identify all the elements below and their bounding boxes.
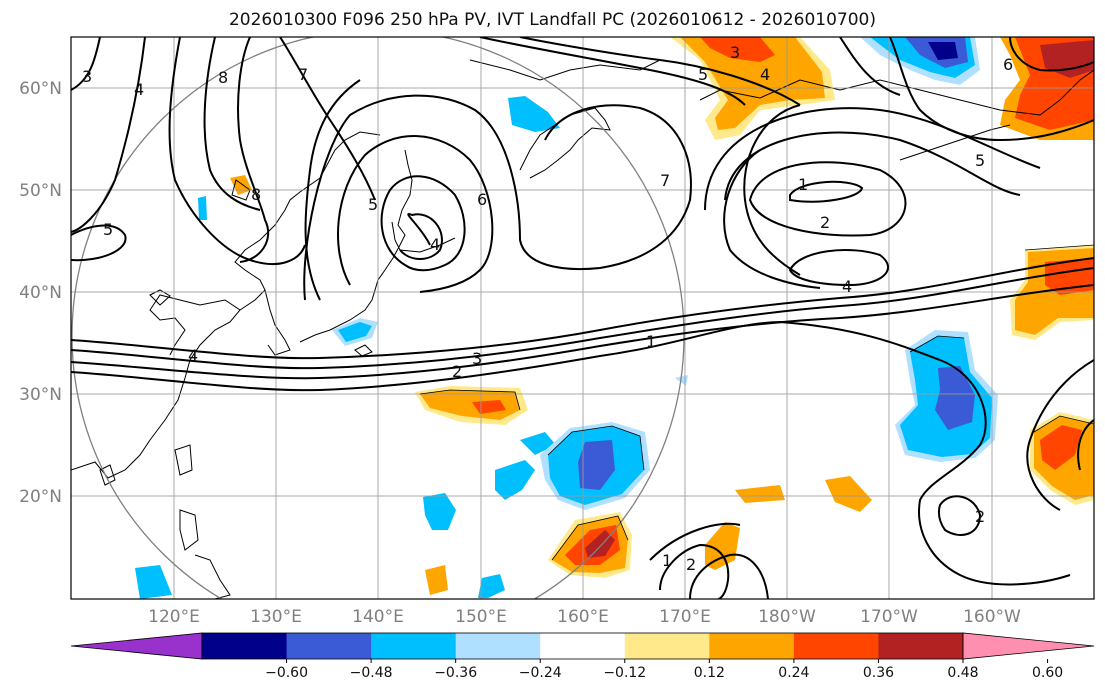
contour-label: 8 xyxy=(251,185,261,204)
colorbar-frame xyxy=(201,632,964,660)
contour-label: 2 xyxy=(686,555,696,574)
colorbar-tick-label: 0.36 xyxy=(863,665,894,681)
colorbar-tick-label: −0.36 xyxy=(434,665,477,681)
lon-tick-label: 170°E xyxy=(659,607,711,627)
lon-tick-label: 150°E xyxy=(455,607,507,627)
positive-pv-area xyxy=(425,565,448,595)
contour-label: 2 xyxy=(820,213,830,232)
pv-outline-contours xyxy=(419,244,1094,561)
negative-pv-area xyxy=(935,366,975,430)
colorbar-tick-label: 0.48 xyxy=(947,665,978,681)
colorbar-segment xyxy=(371,633,457,659)
colorbar-tick-label: −0.12 xyxy=(603,665,646,681)
lat-tick-label: 40°N xyxy=(19,283,62,303)
colorbar-tick-label: −0.60 xyxy=(265,665,308,681)
lon-tick-label: 160°W xyxy=(963,607,1021,627)
negative-pv-area xyxy=(338,322,372,342)
contour-label: 7 xyxy=(298,65,308,84)
contour-label: 1 xyxy=(798,175,808,194)
lon-tick-label: 130°E xyxy=(250,607,302,627)
coastlines xyxy=(71,59,1094,599)
contour-lines xyxy=(71,37,1094,599)
colorbar-segment xyxy=(286,633,372,659)
colorbar-segment xyxy=(878,633,964,659)
positive-pv-area xyxy=(705,522,740,570)
colorbar xyxy=(70,632,1095,660)
contour-label: 4 xyxy=(760,65,770,84)
colorbar-tick-label: −0.24 xyxy=(519,665,562,681)
lon-tick-label: 120°E xyxy=(148,607,200,627)
contour-label: 6 xyxy=(1003,55,1013,74)
colorbar-tick-label: 0.24 xyxy=(778,665,809,681)
contour-label: 7 xyxy=(660,171,670,190)
contour-label: 2 xyxy=(452,362,462,381)
colorbar-tick-label: 0.12 xyxy=(694,665,725,681)
colorbar-segment xyxy=(793,633,879,659)
contour-label: 5 xyxy=(368,195,378,214)
negative-pv-area xyxy=(423,493,456,530)
positive-pv-area xyxy=(735,485,785,503)
contour-label: 5 xyxy=(103,220,113,239)
gridlines xyxy=(71,37,1094,599)
contour-label: 4 xyxy=(842,277,852,296)
negative-pv-area xyxy=(578,440,615,490)
negative-pv-area xyxy=(135,565,172,599)
contour-label: 2 xyxy=(975,507,985,526)
contour-label: 4 xyxy=(134,80,144,99)
contour-label: 1 xyxy=(662,551,672,570)
colorbar-extend-min xyxy=(70,632,203,660)
colorbar-segment xyxy=(202,633,288,659)
lon-tick-label: 170°W xyxy=(860,607,918,627)
contour-label: 1 xyxy=(646,332,656,351)
lat-tick-label: 50°N xyxy=(19,181,62,201)
colorbar-tick-label: 0.60 xyxy=(1032,665,1063,681)
figure-title: 2026010300 F096 250 hPa PV, IVT Landfall… xyxy=(228,10,876,30)
positive-pv-area xyxy=(585,530,615,558)
contour-label: 3 xyxy=(730,43,740,62)
negative-pv-area xyxy=(928,42,958,60)
contour-label: 5 xyxy=(975,151,985,170)
lon-tick-label: 160°E xyxy=(557,607,609,627)
lon-tick-label: 180°W xyxy=(758,607,816,627)
negative-pv-area xyxy=(495,460,535,500)
lon-tick-label: 140°E xyxy=(352,607,404,627)
positive-pv-area xyxy=(420,390,520,420)
negative-pv-area xyxy=(478,574,505,598)
colorbar-extend-max xyxy=(962,632,1095,660)
contour-label: 6 xyxy=(477,190,487,209)
contour-label: 4 xyxy=(430,235,440,254)
negative-pv-area xyxy=(198,196,207,220)
lat-tick-label: 30°N xyxy=(19,385,62,405)
colorbar-segment xyxy=(455,633,541,659)
map-content: 3 4 8 7 8 5 5 4 6 7 3 4 5 6 5 1 2 4 4 2 … xyxy=(71,37,1094,599)
contour-label: 5 xyxy=(698,65,708,84)
contour-labels: 3 4 8 7 8 5 5 4 6 7 3 4 5 6 5 1 2 4 4 2 … xyxy=(82,43,1013,574)
colorbar-segment xyxy=(624,633,710,659)
contour-label: 8 xyxy=(218,68,228,87)
colorbar-segment xyxy=(709,633,795,659)
negative-pv-area xyxy=(508,96,560,132)
map-frame xyxy=(70,36,1095,600)
pv-shading xyxy=(135,37,1094,599)
positive-pv-area xyxy=(825,476,872,512)
range-circle xyxy=(71,37,685,599)
latitude-tick-labels: 60°N 50°N 40°N 30°N 20°N xyxy=(19,79,62,507)
positive-pv-area xyxy=(1040,40,1094,78)
positive-pv-area xyxy=(700,37,775,62)
contour-label: 3 xyxy=(472,349,482,368)
colorbar-tick-labels: −0.60 −0.48 −0.36 −0.24 −0.12 0.12 0.24 0.36 0.4… xyxy=(265,659,1063,681)
lat-tick-label: 60°N xyxy=(19,79,62,99)
longitude-tick-labels: 120°E 130°E 140°E 150°E 160°E 170°E 180°… xyxy=(148,607,1021,627)
positive-pv-area xyxy=(1040,425,1082,470)
contour-label: 4 xyxy=(188,346,198,365)
colorbar-segment xyxy=(540,633,626,659)
contour-label: 3 xyxy=(82,67,92,86)
lat-tick-label: 20°N xyxy=(19,487,62,507)
colorbar-tick-label: −0.48 xyxy=(350,665,393,681)
